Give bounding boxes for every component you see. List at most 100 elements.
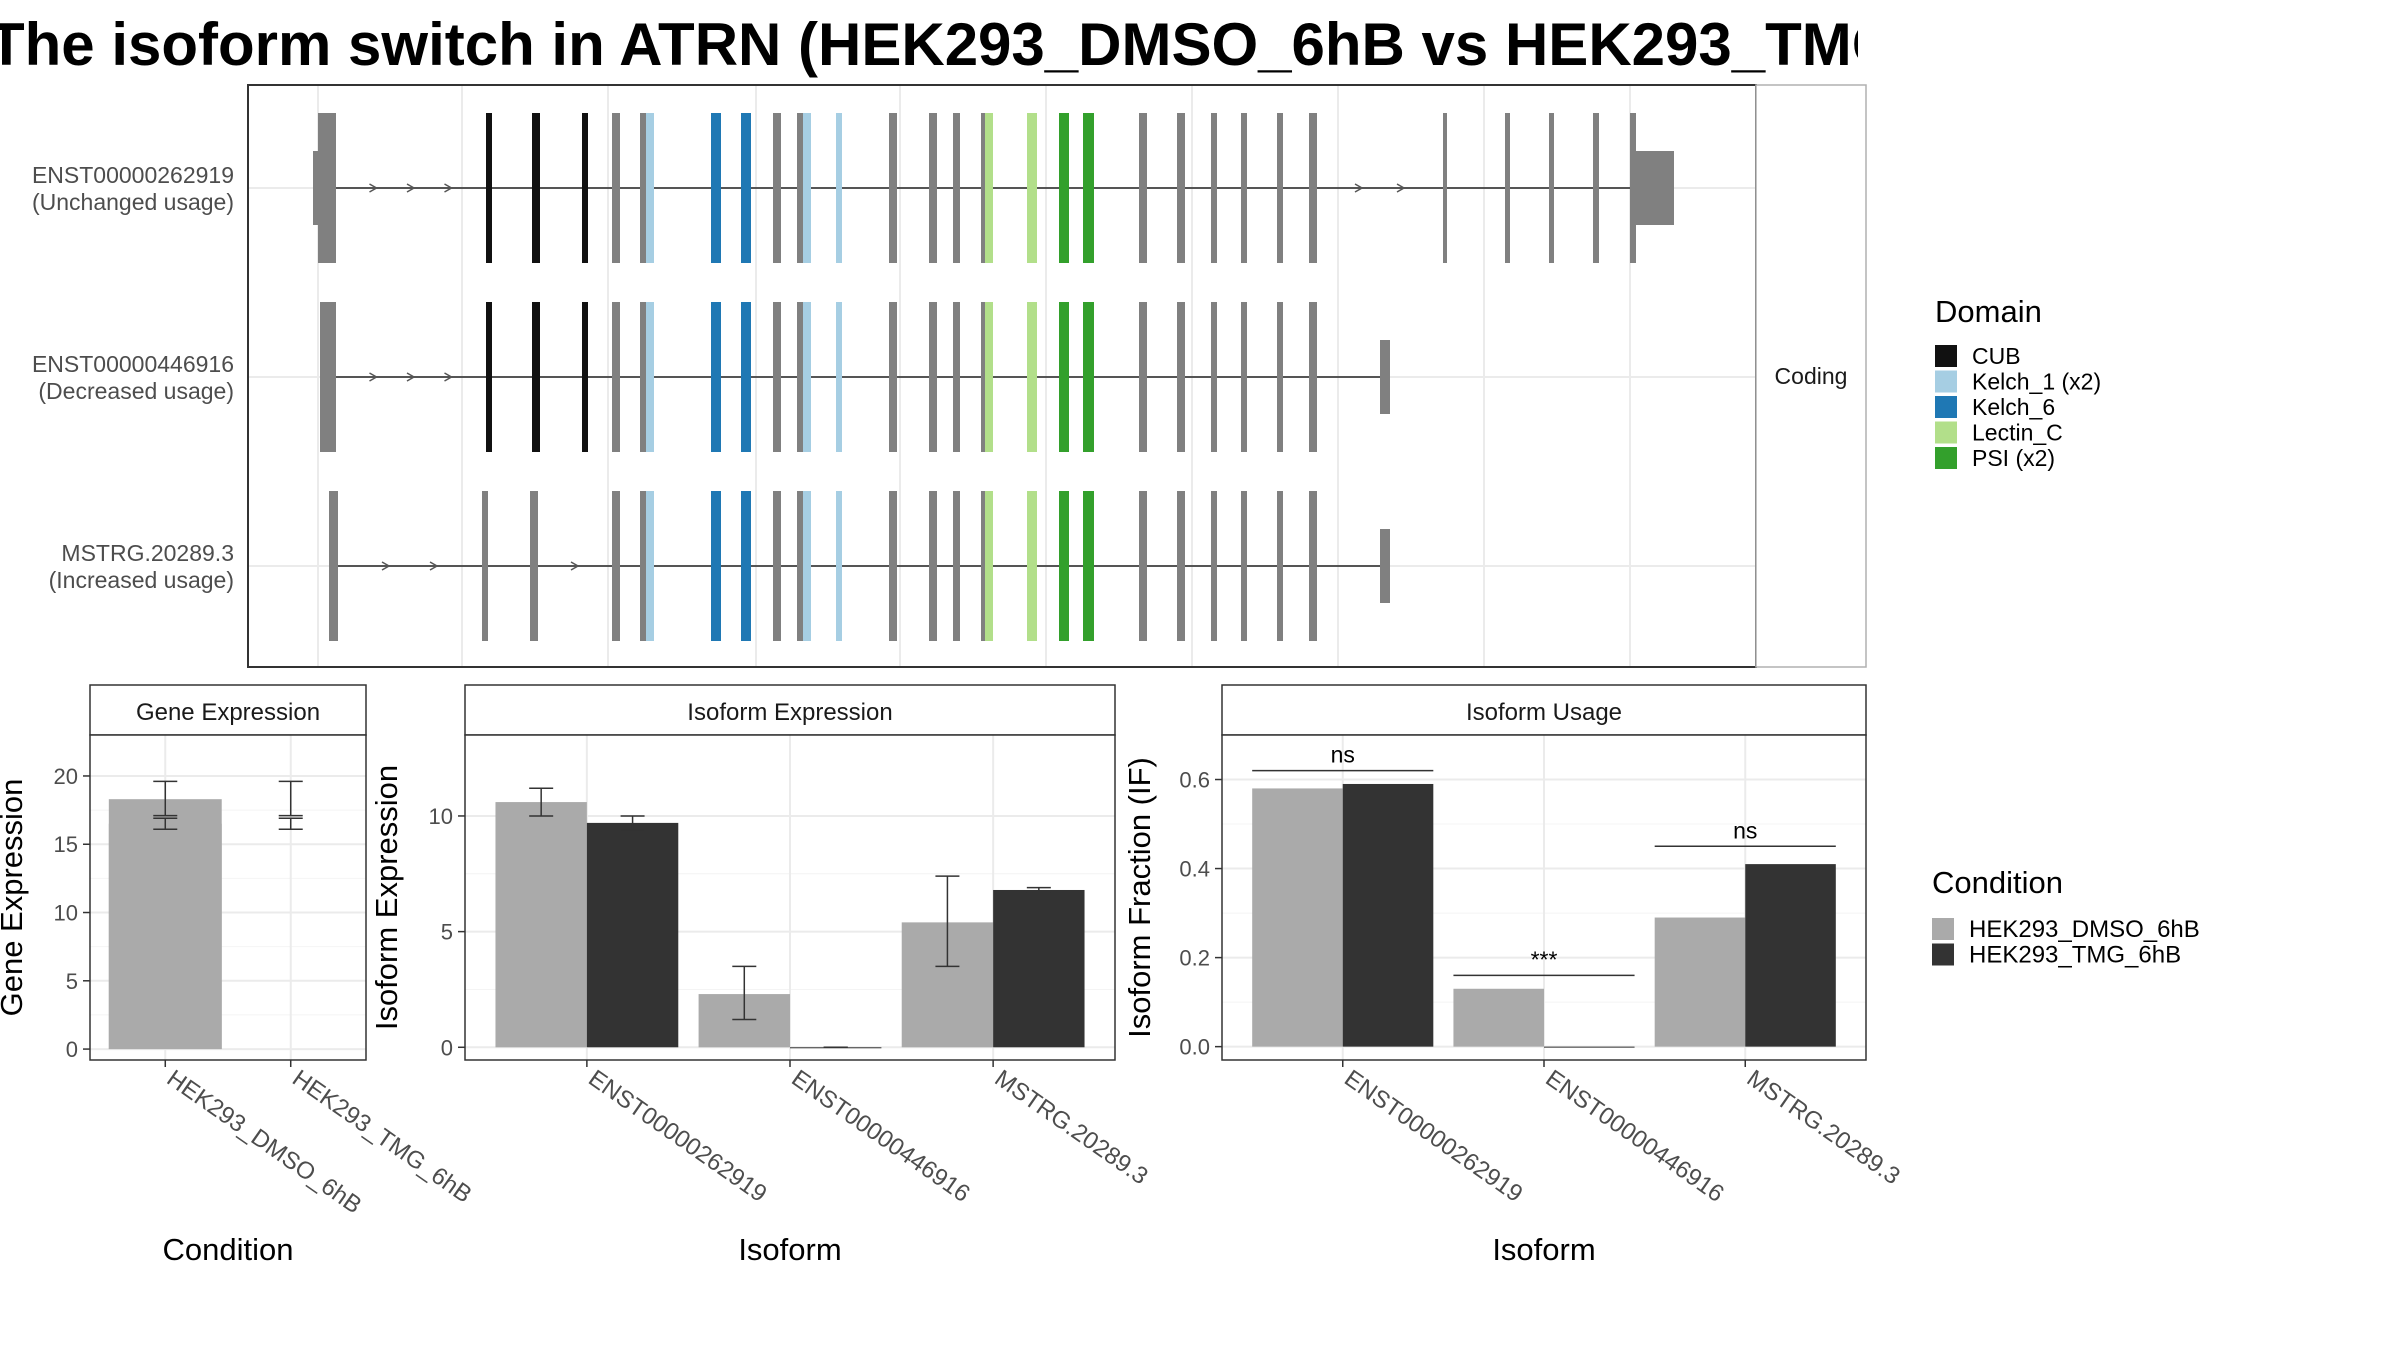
- significance-label: ns: [1331, 742, 1355, 768]
- isoform-usage-strip-title: Isoform Usage: [1466, 699, 1622, 726]
- exon-none: [320, 302, 336, 452]
- exon-none: [773, 113, 781, 263]
- exon-none: [929, 491, 937, 641]
- y-tick-label: 15: [54, 832, 78, 857]
- exon-none: [1139, 491, 1147, 641]
- significance-label: ***: [1531, 946, 1558, 972]
- exon-none: [953, 302, 960, 452]
- exon-none: [1309, 302, 1317, 452]
- exon-kelch_6: [741, 113, 751, 263]
- exon-kelch_1: [836, 113, 842, 263]
- exon-none: [1211, 113, 1217, 263]
- intron-arrow: [1354, 183, 1364, 193]
- y-tick-label: 0.4: [1179, 857, 1210, 882]
- intron-arrow: [444, 372, 454, 382]
- main-title: The isoform switch in ATRN (HEK293_DMSO_…: [0, 11, 1858, 78]
- exon-kelch_6: [711, 302, 721, 452]
- exon-none: [797, 491, 803, 641]
- y-tick-label: 20: [54, 764, 78, 789]
- transcript-usage-label: (Increased usage): [49, 567, 234, 593]
- intron-arrow: [1396, 183, 1406, 193]
- bar: [993, 889, 1085, 1048]
- exon-none: [1277, 491, 1283, 641]
- y-tick-label: 10: [429, 804, 453, 829]
- bar: [586, 822, 679, 1048]
- exon-kelch_1: [836, 302, 842, 452]
- intron-arrow: [369, 372, 379, 382]
- domain-legend-label: Lectin_C: [1972, 420, 2063, 446]
- exon-lectin_c: [985, 113, 993, 263]
- isoform-expression-y-axis-label: Isoform Expression: [369, 765, 404, 1030]
- exon-none: [953, 113, 960, 263]
- exon-cub: [486, 113, 492, 263]
- exon-psi: [1059, 302, 1069, 452]
- y-tick-label: 5: [66, 969, 78, 994]
- exon-psi: [1083, 113, 1094, 263]
- exon-kelch_1: [803, 113, 811, 263]
- exon-kelch_6: [711, 113, 721, 263]
- exon-cub: [582, 302, 588, 452]
- exon-none: [530, 491, 538, 641]
- isoform-expression-strip-title: Isoform Expression: [687, 699, 892, 726]
- domain-legend-title: Domain: [1935, 294, 2042, 329]
- x-tick-label: ENST00000446916: [787, 1065, 975, 1208]
- exon-none: [640, 113, 646, 263]
- gene-expression-y-axis-label: Gene Expression: [0, 779, 29, 1017]
- exon-lectin_c: [1027, 113, 1037, 263]
- exon-kelch_1: [646, 491, 654, 641]
- exon-none: [1177, 302, 1185, 452]
- intron-arrow: [406, 372, 416, 382]
- exon-none: [1549, 113, 1554, 263]
- exon-none: [1139, 302, 1147, 452]
- significance-label: ns: [1733, 817, 1757, 843]
- exon-none: [773, 302, 781, 452]
- transcript-usage-label: (Unchanged usage): [32, 189, 234, 215]
- bar: [1745, 864, 1836, 1047]
- domain-legend-label: CUB: [1972, 343, 2021, 369]
- domain-legend-swatch: [1935, 345, 1957, 367]
- transcript-id-label: ENST00000446916: [32, 351, 234, 377]
- exon-none: [773, 491, 781, 641]
- exon-none: [1630, 113, 1636, 263]
- intron-arrow: [381, 561, 391, 571]
- exon-lectin_c: [985, 491, 993, 641]
- exon-none: [981, 113, 985, 263]
- condition-legend-label: HEK293_TMG_6hB: [1969, 942, 2181, 969]
- domain-legend-swatch: [1935, 421, 1957, 444]
- exon-none: [1211, 302, 1217, 452]
- x-tick-label: ENST00000446916: [1541, 1065, 1729, 1208]
- exon-none: [953, 491, 960, 641]
- exon-none: [1241, 491, 1247, 641]
- exon-cub: [532, 302, 540, 452]
- exon-none: [1139, 113, 1147, 263]
- y-tick-label: 0.2: [1179, 946, 1210, 971]
- exon-none: [1211, 491, 1217, 641]
- exon-none: [889, 302, 897, 452]
- transcript-id-label: ENST00000262919: [32, 162, 234, 188]
- y-tick-label: 0: [66, 1037, 78, 1062]
- x-tick-label: ENST00000262919: [583, 1065, 771, 1208]
- coding-strip: [1755, 84, 1867, 668]
- bar: [1453, 988, 1544, 1047]
- exon-none: [612, 302, 620, 452]
- exon-cub: [486, 302, 492, 452]
- exon-none: [929, 113, 937, 263]
- bar: [1342, 783, 1434, 1047]
- exon-none: [1177, 491, 1185, 641]
- condition-legend-title: Condition: [1932, 865, 2063, 900]
- exon-kelch_6: [741, 302, 751, 452]
- exon-none: [1309, 113, 1317, 263]
- isoform-expression-panel: Isoform Expression 0 5 10 ENST00000262919 ENS…: [369, 684, 1153, 1267]
- isoform-expression-x-axis-label: Isoform: [738, 1232, 841, 1267]
- exon-none: [1277, 113, 1283, 263]
- domain-legend-label: Kelch_6: [1972, 394, 2055, 420]
- exon-kelch_6: [741, 491, 751, 641]
- transcript-usage-label: (Decreased usage): [38, 378, 234, 404]
- exon-none: [318, 113, 336, 263]
- utr-exon: [1380, 340, 1390, 414]
- y-tick-label: 10: [54, 901, 78, 926]
- utr-exon: [1636, 151, 1674, 225]
- exon-none: [1593, 113, 1599, 263]
- exon-none: [1277, 302, 1283, 452]
